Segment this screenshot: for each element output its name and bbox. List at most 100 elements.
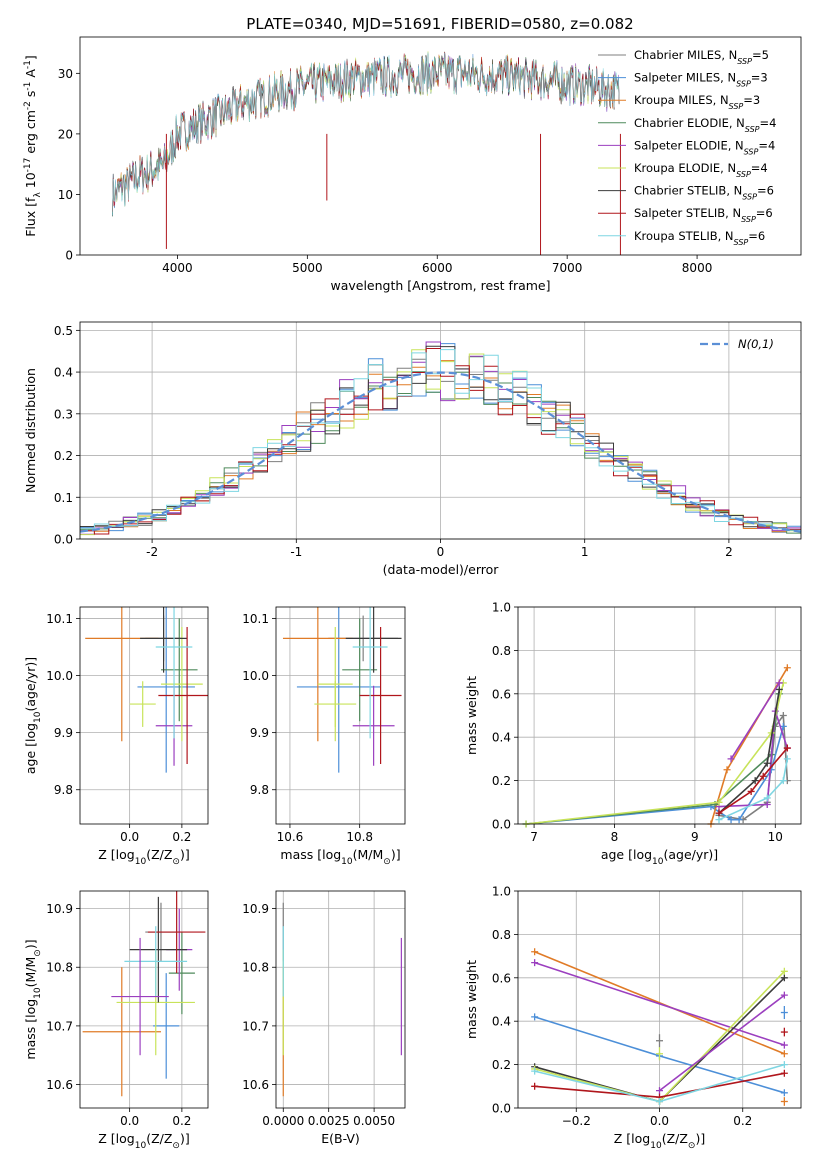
series-line-salpeter-elodie — [534, 961, 785, 1046]
y-tick-label: 30 — [58, 67, 73, 81]
errorbar-group — [82, 891, 206, 1097]
x-tick-label: 0.0025 — [308, 1114, 350, 1128]
y-tick-label: 10.8 — [46, 961, 73, 975]
point-marker — [780, 974, 788, 982]
y-tick-label: 10.6 — [242, 1078, 269, 1092]
series-line-kroupa-elodie — [525, 682, 785, 825]
y-tick-label: 0.3 — [54, 407, 73, 421]
x-tick-label: 6000 — [422, 261, 453, 275]
point-marker — [783, 755, 791, 763]
x-tick-label: 0 — [437, 545, 445, 559]
point-marker — [723, 766, 731, 774]
x-tick-label: 9 — [691, 830, 699, 844]
axes-spectrum: 4000 5000 6000 7000 8000 0 10 20 30 wavelength [A… — [23, 36, 802, 293]
axes-frame — [79, 606, 209, 825]
x-tick-label: -2 — [146, 545, 158, 559]
y-tick-label: 10.8 — [242, 961, 269, 975]
point-marker — [780, 1061, 788, 1069]
x-tick-label: 10.6 — [277, 830, 304, 844]
point-marker — [780, 1069, 788, 1077]
point-marker — [780, 1050, 788, 1058]
y-axis-label: Normed distribution — [23, 368, 38, 493]
x-tick-label: 0.0 — [650, 1114, 669, 1128]
series-line-salpeter-elodie — [659, 994, 785, 1092]
point-marker — [531, 1067, 539, 1075]
x-axis-label: (data-model)/error — [383, 562, 500, 577]
axes-frame — [275, 890, 406, 1109]
x-tick-label: 2 — [725, 545, 733, 559]
y-tick-label: 0.5 — [54, 324, 73, 338]
errorbar-point — [158, 626, 208, 765]
legend-entry: Chabrier STELIB, NSSP=6 — [634, 184, 774, 202]
x-axis-label: wavelength [Angstrom, rest frame] — [330, 278, 550, 293]
figure-title: PLATE=0340, MJD=51691, FIBERID=0580, z=0… — [246, 15, 633, 33]
x-tick-label: 5000 — [292, 261, 323, 275]
axes-age_vs_mass: 10.6 10.8 9.8 9.9 10.0 10.1 mass [log10(M/M⊙)] — [242, 606, 406, 867]
series-line-salpeter-elodie — [730, 682, 780, 760]
spectrum-legend: Chabrier MILES, NSSP=5 Salpeter MILES, NS… — [598, 48, 776, 246]
axes-mass_vs_Z: 0.0 0.2 10.6 10.7 10.8 10.9 Z [log10(Z/Z⊙)] mas… — [23, 890, 209, 1151]
x-tick-label: -1 — [290, 545, 302, 559]
point-marker — [779, 777, 787, 785]
y-tick-label: 0.4 — [54, 366, 73, 380]
point-marker — [780, 1089, 788, 1097]
point-marker — [763, 759, 771, 767]
errorbar-point — [296, 607, 381, 773]
legend-entry: Kroupa MILES, NSSP=3 — [634, 93, 760, 111]
errorbar-point — [345, 607, 402, 673]
point-marker — [759, 772, 767, 780]
point-marker — [656, 1097, 663, 1105]
y-tick-label: 10 — [58, 188, 73, 202]
y-tick-label: 9.8 — [250, 783, 269, 797]
y-tick-label: 10.0 — [46, 669, 73, 683]
legend-entry: Salpeter STELIB, NSSP=6 — [634, 206, 773, 224]
axes-age_vs_Z: 0.0 0.2 9.8 9.9 10.0 10.1 Z [log10(Z/Z⊙)] age [… — [23, 606, 209, 867]
errorbar-point — [282, 607, 353, 742]
y-tick-label: 0.0 — [492, 1102, 511, 1116]
y-tick-label: 10.9 — [242, 902, 269, 916]
y-tick-label: 9.9 — [250, 726, 269, 740]
point-marker — [531, 1082, 539, 1090]
histogram-kroupa-stelib — [80, 349, 801, 531]
errorbar-point — [160, 626, 203, 742]
point-marker — [763, 794, 771, 802]
errorbar-point — [352, 607, 388, 739]
x-axis-label: age [log10(age/yr)] — [601, 847, 718, 867]
series-line-kroupa-miles — [534, 951, 785, 1055]
axes-frame — [275, 606, 406, 825]
errorbar-point — [137, 607, 195, 773]
histogram-group — [80, 341, 801, 536]
x-tick-label: 8 — [611, 830, 619, 844]
x-tick-label: 0.0 — [120, 830, 139, 844]
y-tick-label: 0.8 — [492, 644, 511, 658]
y-axis-label: mass weight — [464, 676, 479, 755]
y-tick-label: 0.6 — [492, 971, 511, 985]
y-tick-label: 0.0 — [492, 818, 511, 832]
x-tick-label: −0.2 — [562, 1114, 591, 1128]
axes-weight_vs_age: 7 8 9 10 0.0 0.2 0.4 0.6 0.8 1.0 age [log10(age/yr… — [464, 601, 802, 867]
point-marker — [715, 816, 723, 824]
x-tick-label: 0.0 — [120, 1114, 139, 1128]
series-line-chabrier-stelib — [718, 689, 781, 814]
legend-entry: Kroupa STELIB, NSSP=6 — [634, 229, 765, 247]
y-axis-label: Flux [fλ 10-17 erg cm-2 s-1 A-1] — [23, 55, 43, 237]
point-marker — [775, 679, 783, 687]
point-marker — [775, 685, 783, 693]
errorbar-group — [282, 902, 402, 1097]
series-line-kroupa-stelib — [718, 758, 789, 821]
x-tick-label: 0.0050 — [353, 1114, 395, 1128]
axes-frame — [517, 606, 802, 825]
point-marker — [763, 800, 771, 808]
point-marker — [715, 809, 723, 817]
axes-mass_vs_ebv: 0.0000 0.0025 0.0050 10.6 10.7 10.8 10.9 E(B-V) — [242, 890, 406, 1146]
errorbar-point — [168, 932, 195, 1015]
errorbar-point — [111, 937, 169, 1056]
point-marker — [531, 1013, 539, 1021]
x-tick-label: 8000 — [682, 261, 713, 275]
point-marker — [715, 798, 723, 806]
x-tick-label: 0.0000 — [262, 1114, 304, 1128]
point-marker — [780, 1041, 788, 1049]
y-tick-label: 0.1 — [54, 491, 73, 505]
point-marker — [779, 712, 787, 719]
